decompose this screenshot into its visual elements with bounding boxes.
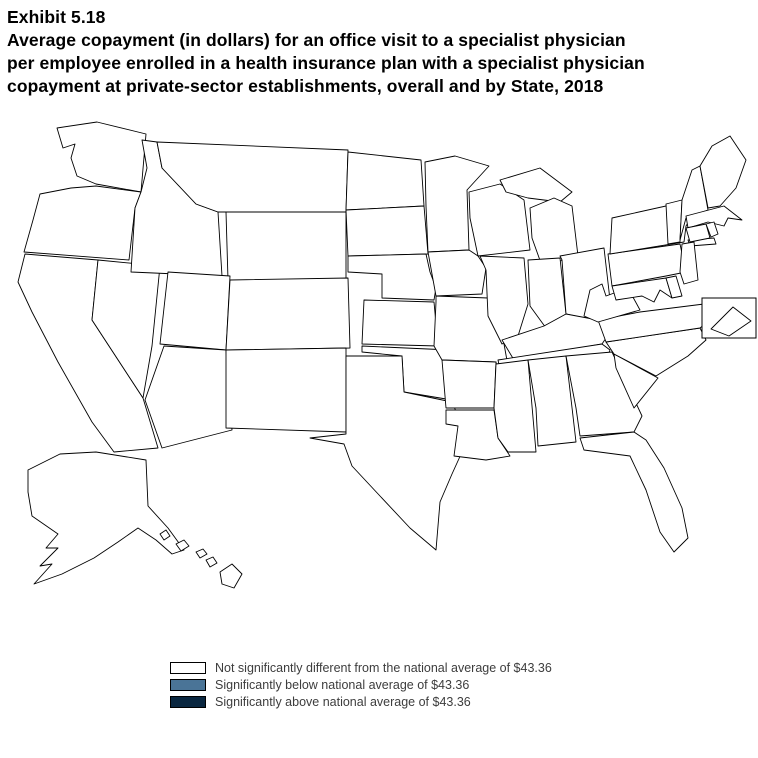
state-ms <box>493 359 537 453</box>
state-de <box>665 275 683 299</box>
legend-row-above: Significantly above national average of … <box>170 693 758 710</box>
state-hi-molokai <box>195 548 208 559</box>
state-ri <box>705 221 719 238</box>
us-map-svg <box>17 121 757 589</box>
state-ct <box>685 223 711 243</box>
state-hi-oahu <box>175 539 190 552</box>
state-wi <box>468 183 531 257</box>
state-ak <box>27 451 185 585</box>
state-sc <box>613 353 659 409</box>
page-title-line-1: Average copayment (in dollars) for an of… <box>7 30 626 50</box>
legend: Not significantly different from the nat… <box>170 659 758 710</box>
us-choropleth-map <box>0 108 758 653</box>
state-dc <box>710 306 752 337</box>
legend-row-below: Significantly below national average of … <box>170 676 758 693</box>
state-me <box>699 135 747 209</box>
legend-row-not-different: Not significantly different from the nat… <box>170 659 758 676</box>
state-az <box>144 345 233 449</box>
legend-label-not-different: Not significantly different from the nat… <box>215 660 552 675</box>
state-fl <box>579 431 689 553</box>
state-mt <box>156 141 349 213</box>
state-al <box>527 355 577 447</box>
state-pa <box>607 243 687 287</box>
state-vt <box>665 199 683 245</box>
legend-label-below: Significantly below national average of … <box>215 677 470 692</box>
page-title-line-3: copayment at private-sector establishmen… <box>7 76 604 96</box>
legend-swatch-above <box>170 695 206 708</box>
state-tx <box>309 355 463 551</box>
state-ks <box>361 299 439 347</box>
state-hi-maui <box>205 556 218 568</box>
state-nd <box>345 151 425 211</box>
state-nj <box>679 241 699 285</box>
page-title-line-2: per employee enrolled in a health insura… <box>7 53 645 73</box>
state-ne <box>347 253 437 301</box>
legend-swatch-not-different <box>170 661 206 674</box>
legend-swatch-below <box>170 678 206 691</box>
state-hi-kauai <box>159 529 171 541</box>
state-ar <box>441 359 497 409</box>
exhibit-number: Exhibit 5.18 <box>7 7 106 27</box>
state-or <box>23 185 142 261</box>
state-sd <box>345 205 429 257</box>
legend-label-above: Significantly above national average of … <box>215 694 471 709</box>
state-wa <box>56 121 147 193</box>
state-ia <box>427 249 487 297</box>
state-nm <box>225 347 347 433</box>
state-hi-hawaii-island <box>219 563 243 589</box>
state-co <box>225 277 351 351</box>
state-ut <box>159 271 231 351</box>
exhibit-header: Exhibit 5.18 Average copayment (in dolla… <box>0 0 758 98</box>
state-mn <box>424 155 490 253</box>
state-wy <box>225 211 347 281</box>
